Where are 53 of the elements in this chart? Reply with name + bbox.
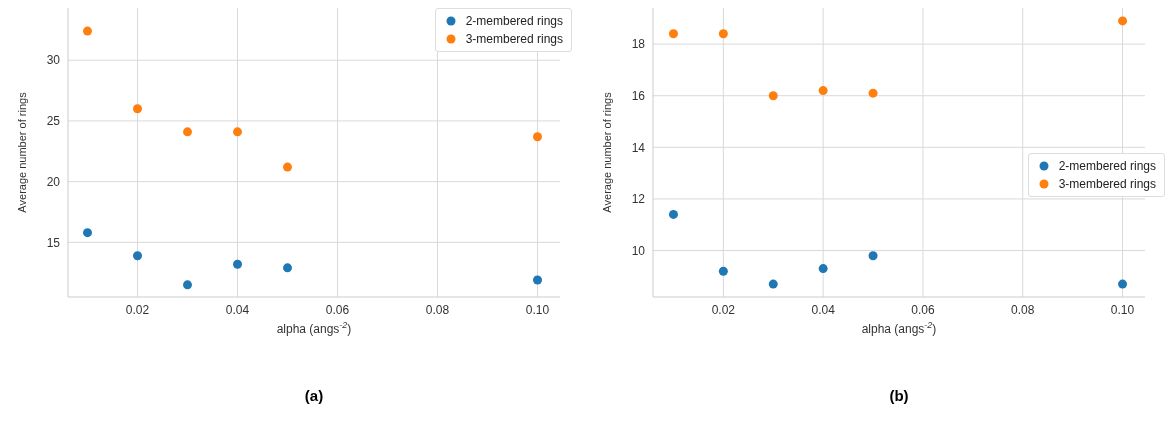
- point: [83, 228, 92, 238]
- x-tick-label: 0.04: [811, 302, 836, 317]
- y-tick-label: 15: [46, 235, 61, 250]
- point: [283, 263, 292, 273]
- point: [768, 91, 778, 101]
- point: [133, 104, 142, 114]
- x-axis-title: alpha (angs$^{-2}$): [276, 320, 352, 336]
- x-tick-label: 0.06: [325, 302, 350, 317]
- y-tick-label: 10: [631, 243, 646, 258]
- y-tick-label: 25: [46, 114, 61, 129]
- point: [718, 29, 728, 39]
- y-tick-label: 20: [46, 174, 61, 189]
- point: [868, 88, 878, 98]
- x-tick-label: 0.06: [911, 302, 935, 317]
- point: [668, 209, 678, 219]
- point: [1118, 16, 1128, 26]
- text: (b): [888, 387, 910, 404]
- x-tick-label: 0.04: [225, 302, 250, 317]
- legend-label: 3-membered rings: [465, 31, 563, 48]
- y-tick-label: 12: [631, 192, 646, 207]
- x-tick-label: 0.08: [425, 302, 450, 317]
- point: [668, 29, 678, 39]
- legend-label: 3-membered rings: [1058, 176, 1156, 193]
- point: [718, 266, 728, 276]
- point: [233, 259, 242, 269]
- y-tick-label: 14: [631, 140, 646, 155]
- point: [183, 280, 192, 290]
- x-tick-label: 0.10: [1110, 302, 1135, 317]
- point: [1118, 279, 1128, 289]
- y-tick-label: 18: [631, 37, 646, 52]
- x-tick-label: 0.10: [525, 302, 550, 317]
- y-axis-title: Average number of rings: [601, 91, 613, 213]
- point: [868, 251, 878, 261]
- point: [233, 127, 242, 137]
- point: [283, 162, 292, 172]
- point: [533, 132, 542, 142]
- point: [533, 275, 542, 285]
- x-tick-label: 0.08: [1011, 302, 1035, 317]
- x-tick-label: 0.02: [711, 302, 736, 317]
- point: [183, 127, 192, 137]
- legend-label: 2-membered rings: [465, 13, 563, 30]
- point: [818, 86, 828, 96]
- point: [818, 264, 828, 274]
- legend-label: 2-membered rings: [1058, 158, 1156, 175]
- y-tick-label: 16: [631, 88, 646, 103]
- text: (a): [303, 387, 325, 404]
- point: [133, 251, 142, 261]
- y-tick-label: 30: [46, 53, 61, 68]
- point: [768, 279, 778, 289]
- x-tick-label: 0.02: [125, 302, 150, 317]
- x-axis-title: alpha (angs$^{-2}$): [861, 320, 937, 336]
- y-axis-title: Average number of rings: [16, 91, 28, 213]
- point: [83, 26, 92, 36]
